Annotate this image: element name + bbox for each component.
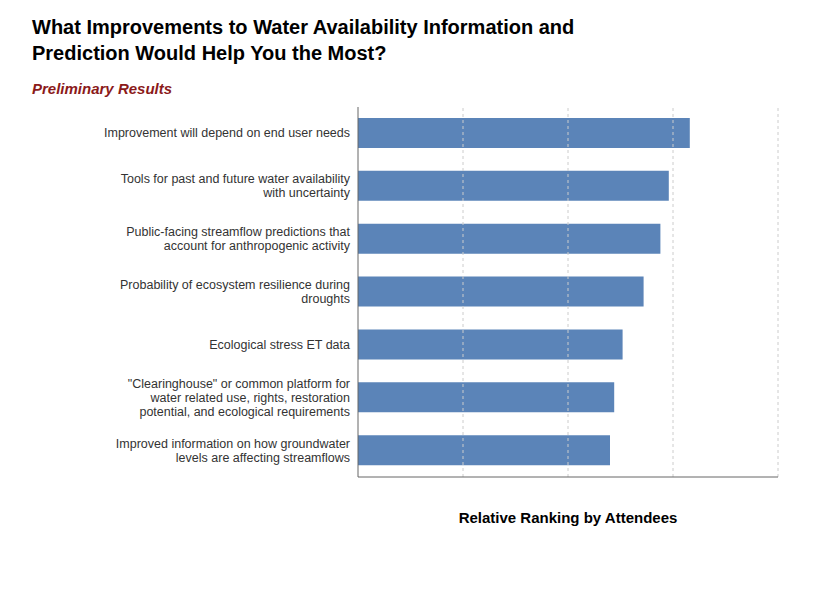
- svg-text:Relative Ranking by Attendees: Relative Ranking by Attendees: [459, 509, 678, 526]
- svg-text:Ecological stress ET data: Ecological stress ET data: [209, 338, 350, 352]
- html-text:Preliminary Results: Preliminary Results: [32, 80, 173, 97]
- svg-text:Probability of ecosystem resil: Probability of ecosystem resilience duri…: [120, 278, 350, 306]
- svg-text:Tools for past and future wate: Tools for past and future water availabi…: [121, 172, 351, 200]
- svg-text:Improvement will depend on end: Improvement will depend on end user need…: [104, 126, 350, 140]
- svg-text:Public-facing streamflow predi: Public-facing streamflow predictions tha…: [126, 225, 350, 253]
- svg-text:"Clearinghouse" or common plat: "Clearinghouse" or common platform forwa…: [128, 377, 350, 419]
- svg-text:Improved information on how gr: Improved information on how groundwaterl…: [116, 437, 350, 465]
- html-text:Prediction Would Help You the: Prediction Would Help You the Most?: [32, 42, 387, 64]
- html-text:What Improvements to Water Ava: What Improvements to Water Availability …: [32, 16, 575, 38]
